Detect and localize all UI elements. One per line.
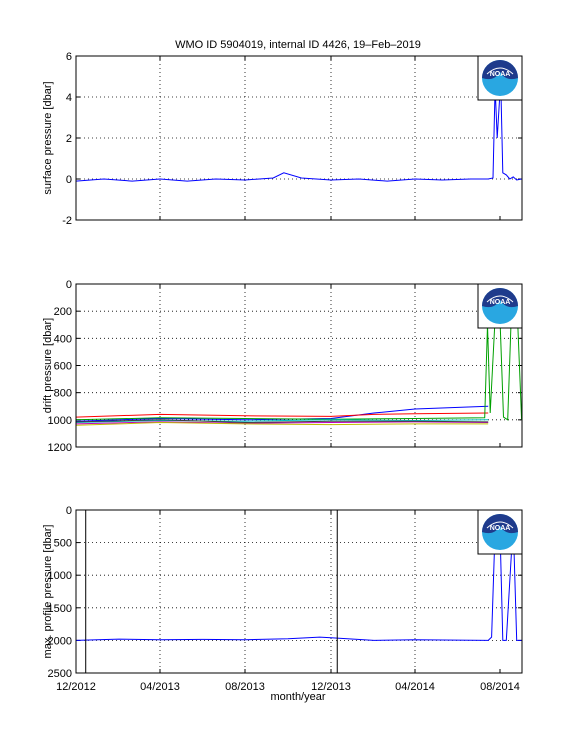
x-tick-label: 08/2014 [480,681,520,693]
chart-title: WMO ID 5904019, internal ID 4426, 19–Feb… [175,39,421,51]
y-tick-label: 0 [66,279,72,291]
plot-background [76,510,522,673]
chart-panel-3: 0 500 1000 1500 2000 2500 max. profile pressur… [42,505,523,680]
y-tick-label: 200 [54,306,72,318]
data-series-line-2 [75,412,489,418]
data-series-line-5 [75,421,489,425]
y-tick-label: 1200 [48,442,72,454]
axes-frame [75,509,523,674]
x-tick-label: 08/2013 [225,681,265,693]
y-tick-label: 2500 [48,668,72,680]
y-tick-label: 2 [66,133,72,145]
y-tick-label: 1000 [48,570,72,582]
x-tick-label: 04/2013 [140,681,180,693]
noaa-logo-upper-half [482,60,518,80]
y-tick-label: 600 [54,361,72,373]
x-tick-label: 12/2012 [56,681,96,693]
noaa-logo-text: NOAA [490,525,511,532]
chart-panel-2: 0 200 400 600 800 1000 1200 drift pressure [dba… [42,279,523,454]
y-tick-label: 1500 [48,603,72,615]
y-axis-label: surface pressure [dbar] [42,81,54,194]
data-series-line-1 [75,80,522,182]
y-axis-label: drift pressure [dbar] [42,318,54,413]
noaa-logo-upper-half [482,514,518,534]
y-tick-label: 800 [54,388,72,400]
data-series-line-4 [75,419,489,423]
axes-frame [75,283,523,448]
data-series-line-7 [75,419,489,424]
y-tick-label: 500 [54,538,72,550]
y-tick-label: 0 [66,505,72,517]
y-tick-label: 4 [66,92,72,104]
noaa-logo-text: NOAA [490,71,511,78]
y-tick-label: 2000 [48,635,72,647]
noaa-logo-gull [486,521,514,529]
data-series-line-1 [75,522,522,641]
noaa-logo-gull [486,295,514,303]
x-tick-label: 12/2013 [311,681,351,693]
x-tick-label: 04/2014 [395,681,435,693]
y-tick-label: 0 [66,174,72,186]
data-series-line-6 [75,421,489,426]
x-axis-label: month/year [270,691,325,703]
data-series-line-1 [75,405,489,422]
noaa-logo-upper-half [482,288,518,308]
data-series-line-3 [75,296,523,421]
noaa-logo-text: NOAA [490,299,511,306]
plot-background [76,56,522,220]
y-tick-label: 6 [66,51,72,63]
plot-area: -2 0 2 4 6 surface pressure [dbar] NOAA 0 200 400… [42,51,523,693]
axes-frame [75,55,523,221]
chart-panel-1: -2 0 2 4 6 surface pressure [dbar] NOAA [42,51,523,227]
y-axis-label: max. profile pressure [dbar] [42,525,54,659]
y-tick-label: -2 [62,215,72,227]
noaa-logo-gull [486,67,514,75]
y-tick-label: 1000 [48,415,72,427]
y-tick-label: 400 [54,333,72,345]
